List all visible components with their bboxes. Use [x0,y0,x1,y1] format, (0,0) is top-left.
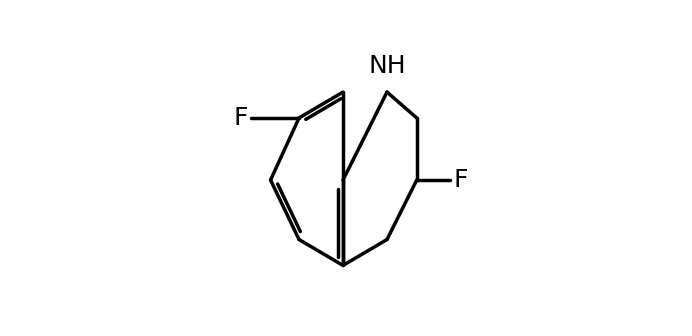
Text: F: F [234,106,248,130]
Text: F: F [453,168,468,192]
Text: NH: NH [368,54,406,78]
